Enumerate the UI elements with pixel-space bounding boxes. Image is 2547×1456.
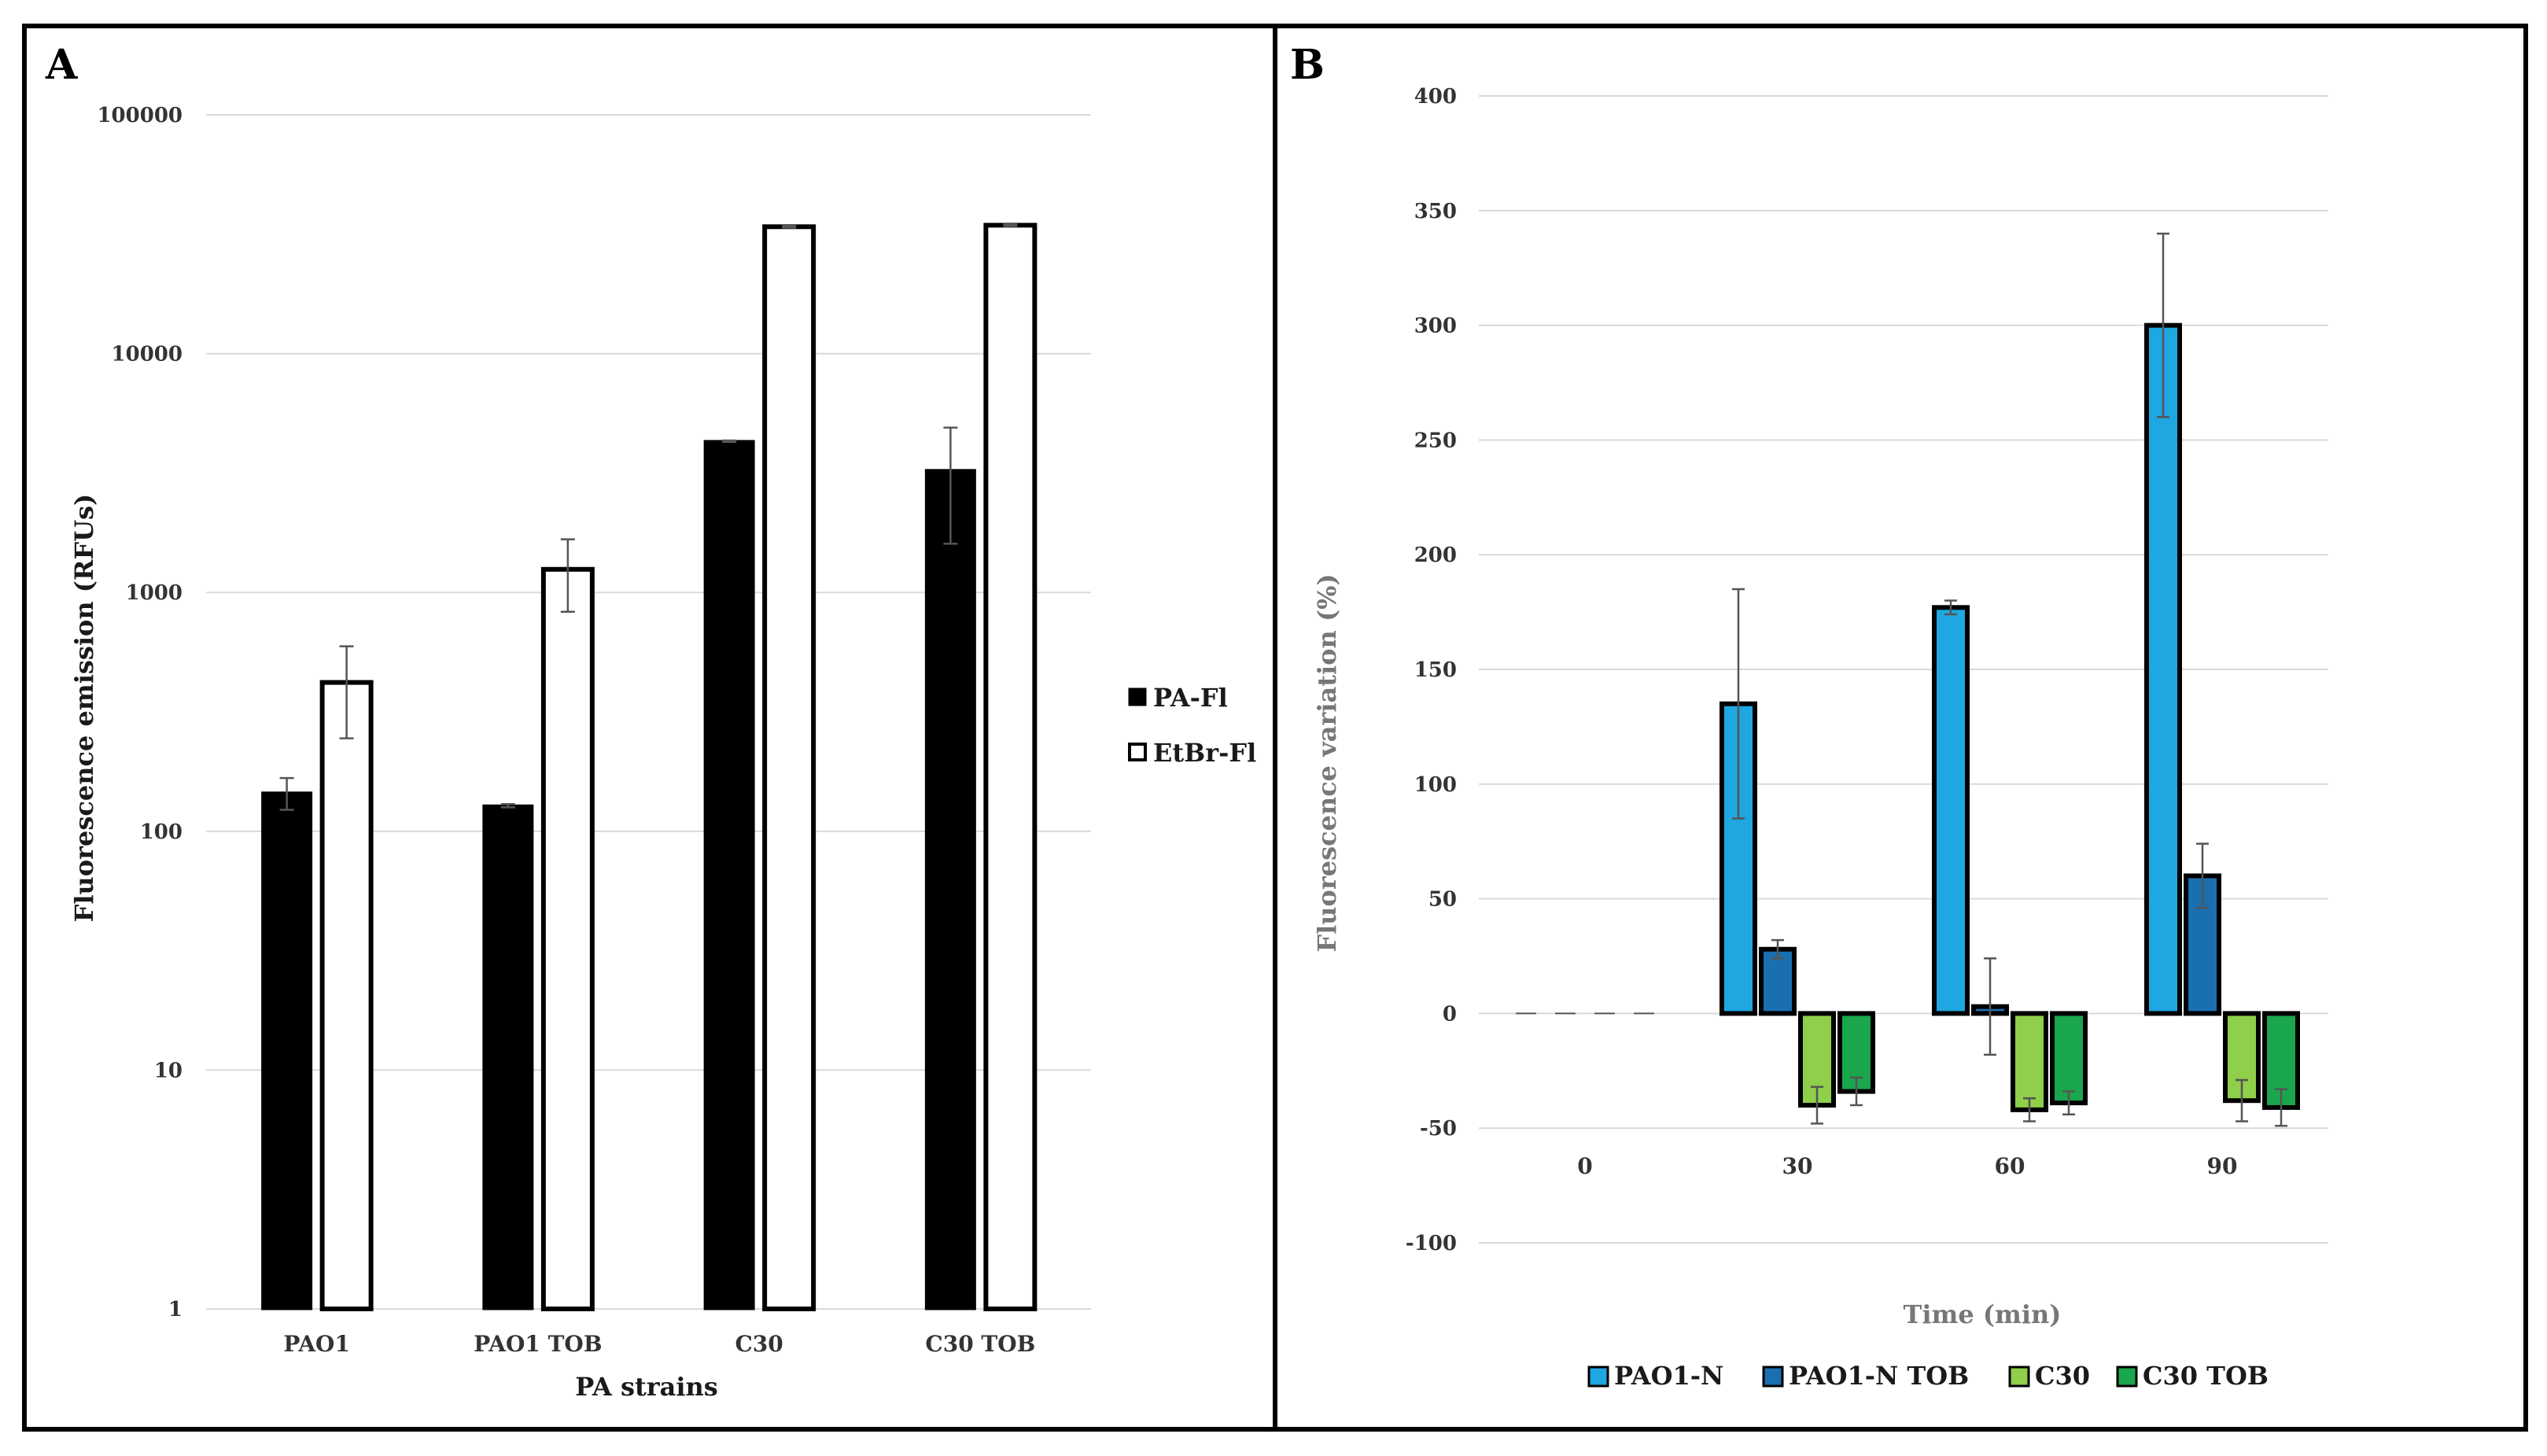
bar-pa-fl-c30-tob — [924, 469, 976, 1310]
panel-b-label: B — [1290, 41, 1325, 89]
chart-b-y-tick-label: 50 — [1428, 888, 1457, 912]
chart-a-y-tick-label: 1 — [168, 1298, 182, 1321]
legend-swatch-c30-tob — [2116, 1366, 2138, 1388]
error-bar-c30-tob-30 — [1850, 1076, 1863, 1107]
error-bar-c30-90 — [2236, 1078, 2248, 1122]
bar-c30-tob-60 — [2050, 1011, 2088, 1106]
chart-b-x-tick-label: 60 — [1995, 1153, 2025, 1179]
chart-b-y-tick-label: 350 — [1414, 200, 1457, 223]
chart-b-y-axis-title: Fluorescence variation (%) — [1312, 573, 1342, 952]
panel-a-frame — [22, 24, 1277, 1432]
legend-label-pao1-n-tob: PAO1-N TOB — [1789, 1361, 1969, 1391]
error-bar-c30-60 — [2023, 1097, 2036, 1122]
chart-b-x-axis-title: Time (min) — [1904, 1299, 2062, 1329]
bar-etbr-fl-pao1-tob — [540, 566, 595, 1311]
chart-b-y-tick-label: 100 — [1414, 773, 1457, 797]
chart-b-x-tick-label: 90 — [2207, 1153, 2238, 1179]
bar-pa-fl-c30 — [703, 440, 755, 1310]
chart-a-plot: 1 10 100 1000 10000 100000 PAO1 PAO1 TOB C30 C30 … — [97, 104, 1091, 1357]
error-bar-c30-tob-90 — [2275, 1088, 2287, 1127]
legend-swatch-etbr-fl — [1128, 743, 1147, 761]
error-bar-pa-fl-pao1-tob — [500, 802, 515, 809]
error-bar-c30-tob-60 — [2062, 1090, 2075, 1115]
bar-etbr-fl-c30-tob — [983, 223, 1038, 1311]
error-bar-pao1-n-60 — [1944, 599, 1957, 616]
error-bar-pa-fl-c30 — [722, 439, 737, 444]
chart-a-x-tick-label: PAO1 — [283, 1331, 350, 1357]
error-bar-etbr-fl-c30-tob — [1003, 223, 1018, 227]
chart-a-y-tick-label: 100 — [140, 820, 182, 844]
error-bar-pa-fl-c30-tob — [943, 426, 958, 545]
bar-etbr-fl-c30 — [762, 224, 816, 1311]
chart-b-y-tick-label: 400 — [1414, 85, 1457, 109]
legend-label-pa-fl: PA-Fl — [1153, 683, 1228, 713]
chart-b-plot: -100 -50 0 50 100 150 200 250 300 350 400 0 30 60 90 — [1406, 85, 2328, 1255]
legend-label-c30: C30 — [2035, 1361, 2090, 1391]
bar-c30-60 — [2011, 1011, 2048, 1112]
chart-a-y-tick-label: 10 — [154, 1059, 182, 1082]
chart-b-y-tick-label: 0 — [1443, 1002, 1457, 1026]
panel-b-frame — [1273, 24, 2528, 1432]
legend-swatch-pao1-n-tob — [1762, 1366, 1784, 1388]
chart-b-x-tick-label: 30 — [1782, 1153, 1813, 1179]
chart-b-x-tick-label: 0 — [1577, 1153, 1592, 1179]
error-bar-pa-fl-pao1 — [279, 776, 294, 811]
panel-a-label: A — [45, 41, 78, 89]
legend-label-c30-tob: C30 TOB — [2143, 1361, 2269, 1391]
legend-swatch-pao1-n — [1587, 1366, 1609, 1388]
error-bar-pao1-n-tob-30 — [1771, 938, 1784, 960]
chart-b-y-tick-label: 200 — [1414, 544, 1457, 567]
error-bar-pao1-n-tob-90 — [2196, 842, 2209, 909]
chart-a-x-tick-label: C30 — [735, 1331, 783, 1357]
error-bar-etbr-fl-c30 — [782, 224, 797, 229]
bar-pa-fl-pao1 — [261, 791, 313, 1310]
error-bar-etbr-fl-pao1-tob — [560, 538, 575, 614]
legend-swatch-pa-fl — [1128, 687, 1147, 706]
bar-pao1-n-90 — [2144, 323, 2182, 1016]
error-bar-pao1-n-tob-60 — [1984, 957, 1996, 1056]
bar-pao1-n-60 — [1932, 605, 1970, 1016]
chart-b-y-tick-label: -100 — [1406, 1232, 1457, 1255]
chart-a-legend: PA-Fl EtBr-Fl — [1128, 683, 1256, 768]
chart-b-y-tick-label: 250 — [1414, 429, 1457, 452]
chart-a-y-tick-label: 10000 — [112, 343, 182, 367]
error-bar-c30-30 — [1811, 1086, 1823, 1125]
bar-pa-fl-pao1-tob — [482, 804, 534, 1310]
chart-a-x-axis-title: PA strains — [575, 1372, 718, 1402]
chart-b-y-tick-label: -50 — [1420, 1117, 1457, 1141]
legend-label-etbr-fl: EtBr-Fl — [1153, 738, 1256, 768]
error-bar-pao1-n-90 — [2157, 232, 2169, 418]
legend-label-pao1-n: PAO1-N — [1614, 1361, 1723, 1391]
chart-a-y-tick-label: 1000 — [126, 581, 182, 605]
chart-b-y-tick-label: 300 — [1414, 315, 1457, 338]
error-bar-pao1-n-30 — [1732, 588, 1745, 820]
legend-swatch-c30 — [2008, 1366, 2030, 1388]
error-bar-etbr-fl-pao1 — [339, 645, 354, 739]
chart-a-y-tick-label: 100000 — [97, 104, 182, 127]
chart-b-y-tick-label: 150 — [1414, 658, 1457, 682]
bar-pao1-n-tob-30 — [1759, 946, 1797, 1016]
chart-a-x-tick-label: PAO1 TOB — [474, 1331, 602, 1357]
chart-a-x-tick-label: C30 TOB — [925, 1331, 1035, 1357]
bar-etbr-fl-pao1 — [319, 680, 374, 1311]
chart-b-legend: PAO1-N PAO1-N TOB C30 C30 TOB — [1587, 1361, 2269, 1391]
chart-a-y-axis-title: Fluorescence emission (RFUs) — [69, 494, 99, 923]
